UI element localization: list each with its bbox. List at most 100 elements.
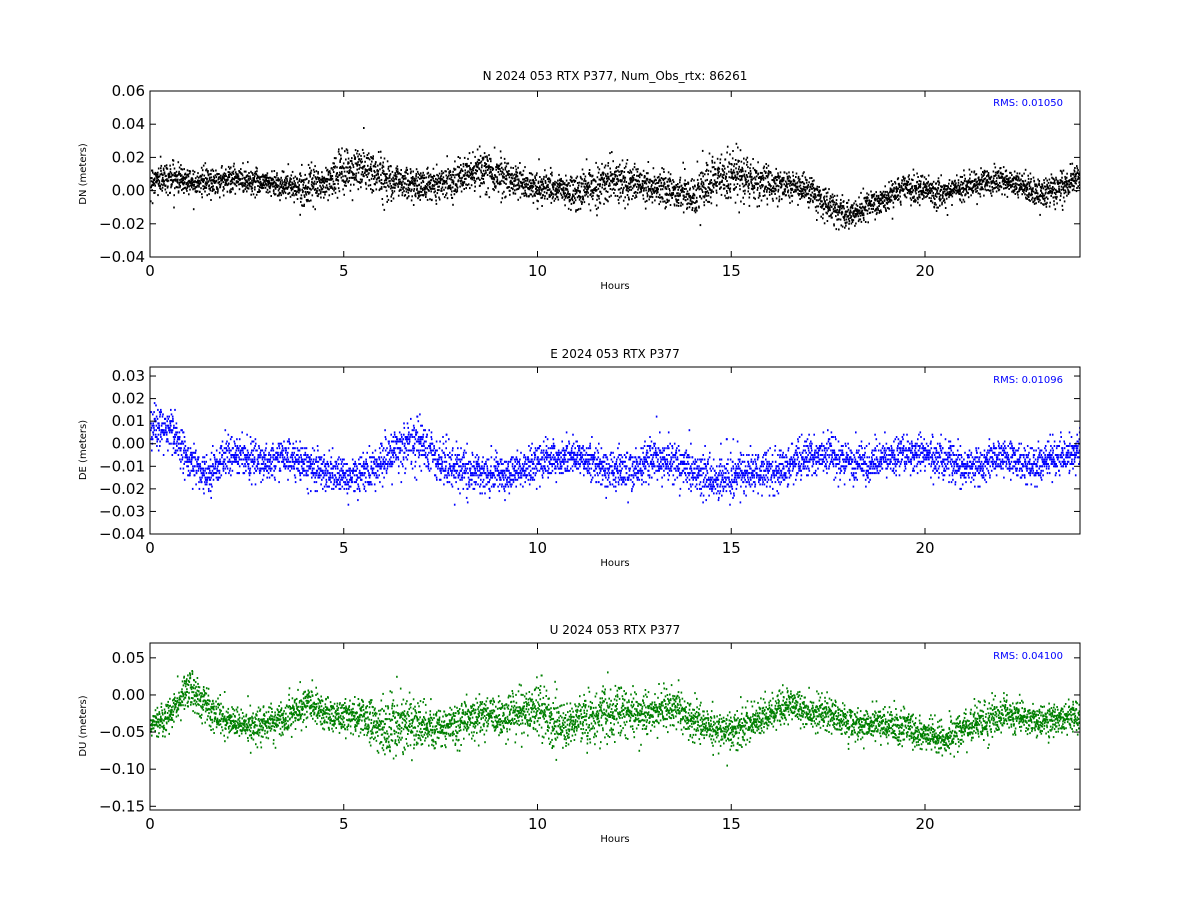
north-data-point (827, 204, 829, 207)
north-data-point (971, 187, 974, 190)
north-data-point (424, 190, 426, 193)
north-data-point (711, 155, 714, 158)
north-data-point (544, 195, 546, 198)
north-data-point (327, 199, 329, 202)
north-data-point (705, 191, 708, 193)
north-data-point (165, 174, 167, 177)
north-data-point (814, 197, 816, 200)
north-data-point (884, 185, 886, 188)
north-data-point (565, 179, 568, 182)
north-data-point (600, 192, 603, 195)
north-data-point (315, 170, 318, 173)
north-data-point (227, 176, 229, 179)
north-data-point (786, 172, 788, 175)
north-data-point (427, 181, 429, 184)
north-data-point (407, 186, 410, 189)
north-points (150, 127, 1080, 231)
north-data-point (523, 181, 525, 184)
north-data-point (984, 185, 986, 188)
north-data-point (795, 190, 797, 193)
north-data-point (430, 188, 432, 190)
north-data-point (693, 197, 695, 200)
north-data-point (176, 186, 178, 189)
north-data-point (876, 200, 879, 203)
north-data-point (158, 181, 161, 184)
north-data-point (595, 180, 597, 183)
north-data-point (762, 176, 765, 179)
north-data-point (914, 190, 917, 193)
north-data-point (683, 188, 686, 190)
north-data-point (956, 174, 958, 177)
north-data-point (354, 162, 357, 165)
north-data-point (434, 190, 436, 193)
north-data-point (659, 179, 662, 182)
north-data-point (549, 179, 552, 182)
north-data-point (297, 189, 300, 191)
north-data-point (545, 174, 548, 177)
north-data-point (852, 204, 854, 207)
north-data-point (784, 190, 786, 193)
north-data-point (798, 190, 801, 192)
north-data-point (238, 188, 241, 191)
north-data-point (279, 199, 281, 202)
north-data-point (761, 177, 764, 180)
north-data-point (250, 185, 253, 188)
north-data-point (200, 175, 203, 178)
north-data-point (628, 188, 631, 191)
north-data-point (979, 188, 981, 191)
north-data-point (765, 175, 768, 177)
north-data-point (256, 179, 259, 182)
north-data-point (736, 183, 739, 185)
north-data-point (917, 187, 920, 190)
north-data-point (533, 194, 535, 197)
north-data-point (861, 211, 863, 214)
north-data-point (215, 169, 217, 172)
north-data-point (506, 173, 509, 176)
north-data-point (540, 188, 543, 191)
north-data-point (356, 180, 359, 183)
north-data-point (312, 205, 315, 208)
north-data-point (304, 178, 306, 181)
north-data-point (719, 161, 721, 164)
north-data-point (539, 186, 542, 189)
north-data-point (358, 153, 361, 156)
north-data-point (608, 175, 610, 178)
north-data-point (435, 163, 438, 166)
north-data-point (797, 188, 800, 191)
north-data-point (243, 170, 246, 173)
north-data-point (621, 192, 624, 194)
north-data-point (624, 176, 627, 179)
north-data-point (165, 178, 167, 181)
north-data-point (773, 177, 775, 180)
north-data-point (527, 183, 529, 186)
north-data-point (207, 174, 210, 177)
north-data-point (798, 179, 800, 182)
north-data-point (1011, 190, 1013, 193)
north-data-point (557, 191, 559, 194)
north-data-point (563, 182, 566, 185)
north-data-point (376, 169, 379, 172)
north-data-point (582, 198, 585, 201)
north-data-point (817, 199, 819, 202)
north-data-point (730, 176, 732, 179)
north-data-point (1012, 179, 1015, 182)
north-data-point (423, 174, 425, 177)
north-data-point (652, 181, 654, 184)
north-data-point (815, 187, 817, 190)
north-data-point (1021, 186, 1023, 189)
north-data-point (428, 183, 431, 186)
north-data-point (691, 197, 694, 199)
north-data-point (435, 202, 438, 205)
north-data-point (990, 192, 992, 195)
north-data-point (391, 186, 393, 189)
north-data-point (891, 188, 893, 191)
north-data-point (771, 174, 773, 177)
north-data-point (969, 177, 971, 180)
north-data-point (187, 173, 189, 176)
north-data-point (556, 190, 558, 192)
north-data-point (908, 174, 910, 177)
north-data-point (734, 201, 737, 204)
north-data-point (393, 180, 395, 183)
north-data-point (834, 203, 837, 206)
north-data-point (788, 171, 790, 174)
